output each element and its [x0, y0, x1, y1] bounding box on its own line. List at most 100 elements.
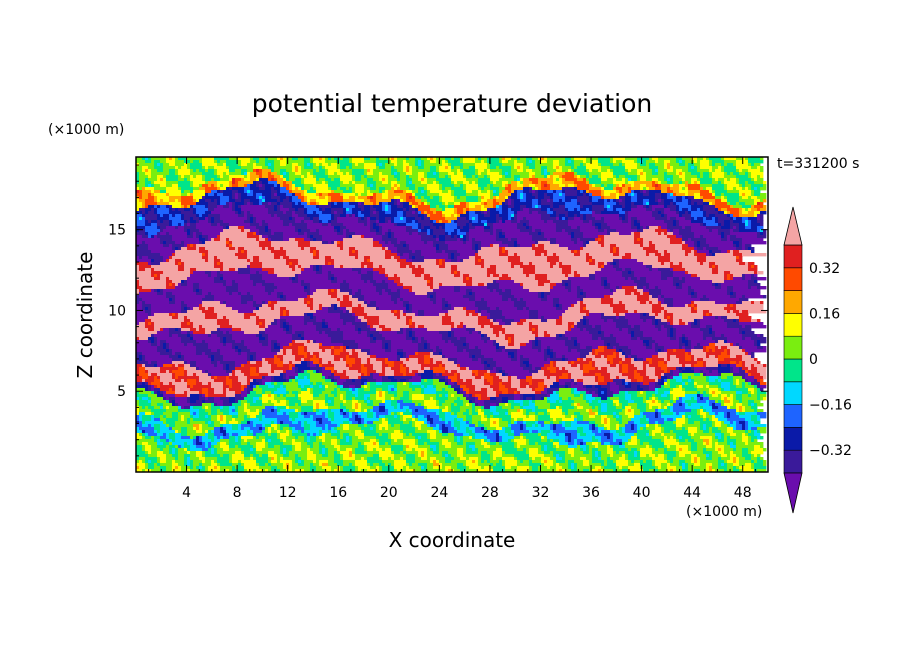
heatmap-cell — [517, 307, 524, 311]
heatmap-cell — [406, 229, 419, 233]
heatmap-cell — [724, 334, 743, 338]
heatmap-cell — [280, 325, 284, 329]
heatmap-cell — [541, 217, 557, 221]
heatmap-cell — [751, 226, 758, 230]
heatmap-cell — [649, 157, 653, 161]
heatmap-cell — [337, 172, 344, 176]
heatmap-cell — [532, 229, 536, 233]
heatmap-cell — [268, 340, 272, 344]
heatmap-cell — [322, 235, 347, 239]
heatmap-cell — [631, 325, 635, 329]
heatmap-cell — [262, 169, 272, 173]
heatmap-cell — [451, 220, 455, 224]
heatmap-cell — [298, 157, 305, 161]
heatmap-cell — [427, 214, 431, 218]
heatmap-cell — [574, 175, 578, 179]
heatmap-cell — [331, 187, 338, 191]
heatmap-cell — [259, 175, 263, 179]
heatmap-cell — [280, 313, 284, 317]
heatmap-cell — [637, 217, 656, 221]
heatmap-cell — [586, 181, 590, 185]
heatmap-cell — [166, 286, 176, 290]
heatmap-cell — [379, 316, 398, 320]
heatmap-cell — [235, 205, 239, 209]
heatmap-cell — [220, 301, 224, 305]
heatmap-cell — [670, 166, 674, 170]
heatmap-cell — [172, 313, 176, 317]
heatmap-cell — [577, 301, 581, 305]
heatmap-cell — [247, 292, 251, 296]
heatmap-cell — [760, 301, 764, 305]
heatmap-cell — [310, 265, 314, 269]
heatmap-cell — [379, 223, 395, 227]
heatmap-cell — [367, 190, 371, 194]
heatmap-cell — [238, 346, 248, 350]
heatmap-cell — [289, 172, 296, 176]
heatmap-cell — [193, 184, 200, 188]
heatmap-cell — [439, 313, 446, 317]
heatmap-cell — [724, 220, 731, 224]
heatmap-cell — [373, 172, 380, 176]
heatmap-cell — [460, 274, 464, 278]
heatmap-cell — [232, 184, 239, 188]
heatmap-cell — [709, 310, 728, 314]
heatmap-cell — [322, 325, 329, 329]
heatmap-cell — [646, 277, 662, 281]
heatmap-cell — [739, 211, 743, 215]
heatmap-cell — [520, 265, 536, 269]
heatmap-cell — [727, 196, 740, 200]
heatmap-cell — [169, 343, 185, 347]
heatmap-cell — [382, 343, 386, 347]
heatmap-cell — [274, 184, 278, 188]
heatmap-cell — [454, 157, 461, 161]
heatmap-cell — [712, 217, 716, 221]
heatmap-cell — [157, 214, 161, 218]
heatmap-cell — [358, 163, 365, 167]
heatmap-cell — [394, 166, 404, 170]
heatmap-cell — [484, 169, 488, 173]
heatmap-cell — [571, 280, 602, 284]
heatmap-cell — [181, 211, 194, 215]
heatmap-cell — [652, 295, 659, 299]
heatmap-cell — [277, 193, 287, 197]
heatmap-cell — [382, 340, 392, 344]
heatmap-cell — [619, 163, 623, 167]
heatmap-cell — [151, 307, 182, 311]
heatmap-cell — [271, 340, 278, 344]
heatmap-cell — [736, 304, 764, 308]
heatmap-cell — [499, 178, 515, 182]
heatmap-cell — [148, 169, 152, 173]
heatmap-cell — [730, 238, 743, 242]
heatmap-cell — [757, 175, 761, 179]
heatmap-cell — [676, 160, 680, 164]
heatmap-cell — [415, 208, 419, 212]
heatmap-cell — [490, 289, 494, 293]
heatmap-cell — [403, 160, 407, 164]
heatmap-cell — [430, 217, 446, 221]
heatmap-cell — [229, 175, 245, 179]
heatmap-cell — [247, 250, 272, 254]
heatmap-cell — [679, 340, 683, 344]
heatmap-cell — [400, 172, 407, 176]
heatmap-cell — [292, 280, 299, 284]
heatmap-cell — [274, 253, 287, 257]
heatmap-cell — [205, 217, 209, 221]
heatmap-cell — [415, 184, 428, 188]
heatmap-cell — [250, 175, 260, 179]
heatmap-cell — [340, 265, 344, 269]
heatmap-cell — [472, 277, 500, 281]
heatmap-cell — [271, 187, 275, 191]
heatmap-cell — [136, 325, 146, 329]
heatmap-cell — [721, 163, 725, 167]
heatmap-cell — [730, 229, 734, 233]
heatmap-cell — [226, 304, 254, 308]
heatmap-cell — [634, 274, 662, 278]
heatmap-cell — [667, 316, 671, 320]
heatmap-cell — [139, 280, 167, 284]
heatmap-cell — [631, 187, 641, 191]
heatmap-cell — [757, 178, 764, 182]
heatmap-cell — [421, 196, 425, 200]
heatmap-cell — [361, 178, 368, 182]
heatmap-cell — [457, 325, 464, 329]
heatmap-cell — [214, 199, 218, 203]
